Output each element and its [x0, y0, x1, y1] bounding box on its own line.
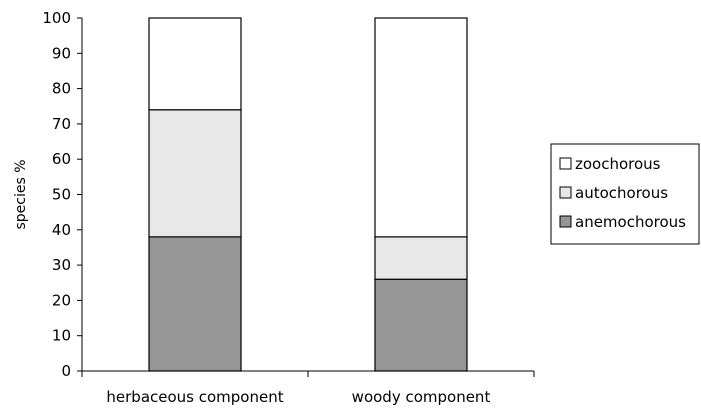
legend-box — [550, 143, 700, 245]
y-tick-label: 20 — [52, 291, 71, 309]
legend-label-anemochorous: anemochorous — [575, 213, 686, 231]
legend-swatch-anemochorous — [559, 215, 572, 228]
legend-label-autochorous: autochorous — [575, 184, 668, 202]
y-tick-label: 50 — [52, 186, 71, 204]
legend-swatch-zoochorous — [559, 157, 572, 170]
y-tick-label: 60 — [52, 150, 71, 168]
x-tick-label: woody component — [352, 388, 491, 406]
bar-segment-autochorous — [374, 236, 468, 280]
y-tick-label: 70 — [52, 115, 71, 133]
y-tick-label: 90 — [52, 44, 71, 62]
bar-segment-anemochorous — [374, 278, 468, 372]
legend-label-zoochorous: zoochorous — [575, 155, 661, 173]
y-axis-title: species % — [13, 159, 29, 229]
bar-segment-anemochorous — [148, 236, 242, 372]
y-tick-label: 10 — [52, 327, 71, 345]
x-axis-ticks: herbaceous component woody component — [81, 371, 535, 406]
y-tick-label: 40 — [52, 221, 71, 239]
legend-swatch-autochorous — [559, 186, 572, 199]
legend: zoochorous autochorous anemochorous — [550, 143, 700, 245]
bar-segment-zoochorous — [148, 17, 242, 111]
bar-segment-zoochorous — [374, 17, 468, 238]
y-tick-label: 30 — [52, 256, 71, 274]
y-tick-label: 0 — [61, 362, 71, 380]
y-axis-ticks: 0 10 20 30 40 50 60 70 80 90 100 — [42, 9, 82, 380]
y-tick-label: 100 — [42, 9, 71, 27]
y-tick-label: 80 — [52, 80, 71, 98]
bars — [148, 17, 468, 372]
bar-segment-autochorous — [148, 109, 242, 238]
x-tick-label: herbaceous component — [106, 388, 283, 406]
